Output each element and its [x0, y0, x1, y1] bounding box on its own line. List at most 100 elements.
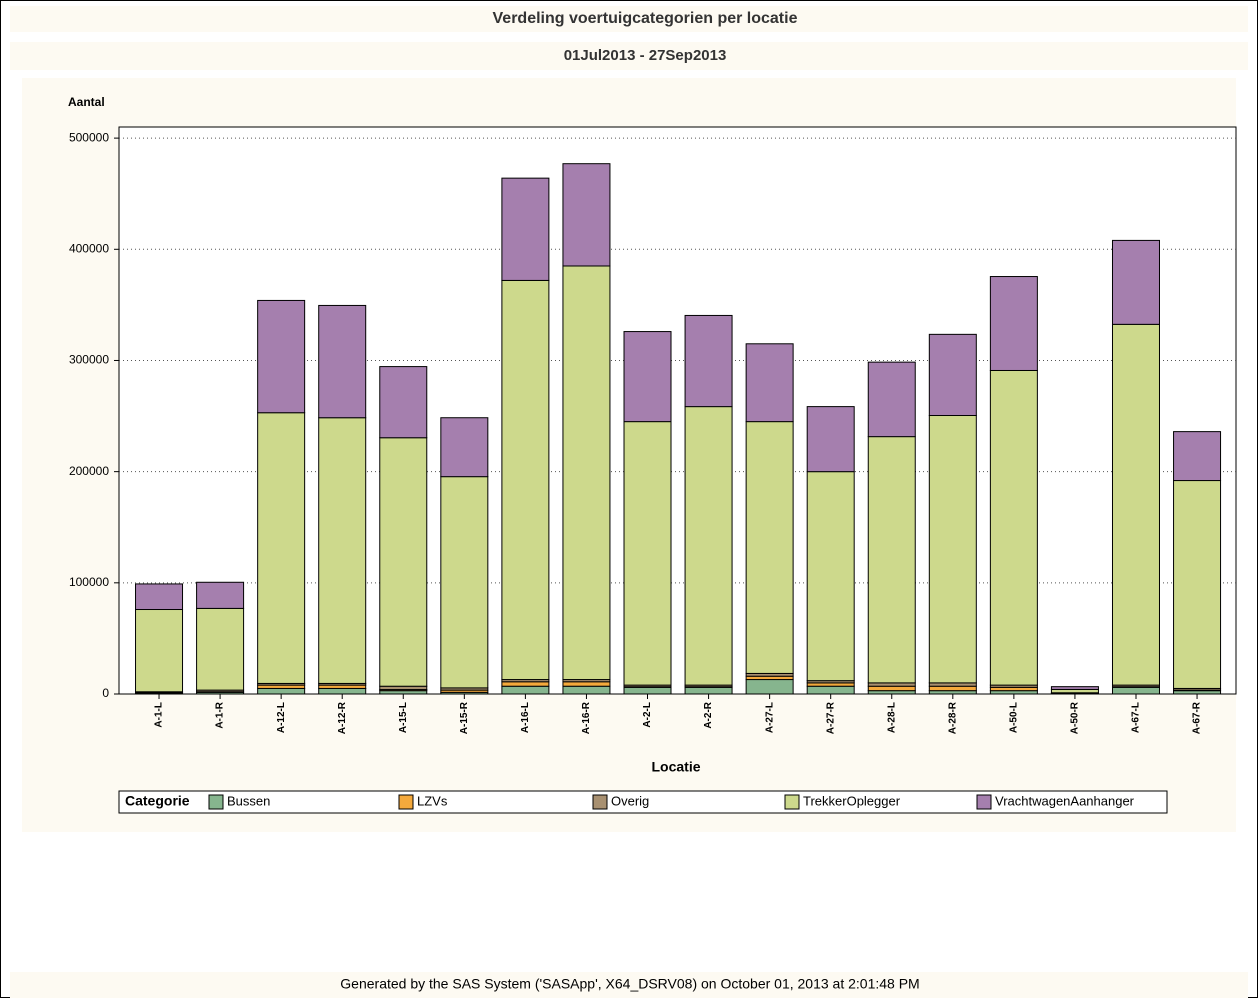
- legend-label: TrekkerOplegger: [803, 793, 901, 808]
- bar-segment: [379, 437, 428, 687]
- bar-segment: [867, 685, 916, 692]
- footer: Generated by the SAS System ('SASApp', X…: [340, 976, 919, 992]
- legend-swatch: [592, 794, 608, 810]
- x-tick-label: A-16-L: [520, 702, 531, 733]
- bar-segment: [1050, 688, 1099, 694]
- bar-segment: [684, 406, 733, 686]
- bar-segment: [989, 369, 1038, 686]
- bar-segment: [806, 682, 855, 687]
- bar-segment: [928, 333, 977, 417]
- x-tick-label: A-1-L: [154, 702, 165, 728]
- x-axis-label: Locatie: [651, 759, 700, 775]
- bar-segment: [806, 685, 855, 695]
- x-tick-label: A-50-L: [1009, 702, 1020, 733]
- y-axis-label: Aantal: [68, 95, 105, 109]
- bar-segment: [1173, 690, 1222, 695]
- legend-label: Bussen: [227, 793, 270, 808]
- x-tick-label: A-2-L: [642, 702, 653, 728]
- bar-segment: [135, 583, 184, 611]
- bar-segment: [1111, 239, 1160, 325]
- legend-swatch: [976, 794, 992, 810]
- x-tick-label: A-28-R: [947, 701, 958, 734]
- bar-segment: [623, 331, 672, 423]
- bar-segment: [196, 581, 245, 609]
- y-tick-label: 300000: [69, 353, 109, 367]
- bar-segment: [745, 675, 794, 681]
- x-tick-label: A-1-R: [215, 701, 226, 728]
- y-tick-label: 400000: [69, 241, 109, 255]
- bar-segment: [1173, 431, 1222, 482]
- chart-title: Verdeling voertuigcategorien per locatie: [493, 10, 798, 27]
- bar-segment: [989, 690, 1038, 695]
- chart-subtitle: 01Jul2013 - 27Sep2013: [564, 47, 727, 64]
- legend-label: LZVs: [417, 793, 448, 808]
- bar-segment: [1111, 686, 1160, 695]
- bar-segment: [562, 265, 611, 681]
- bar-segment: [928, 685, 977, 692]
- x-tick-label: A-15-R: [459, 701, 470, 734]
- bar-segment: [1173, 480, 1222, 689]
- bar-segment: [257, 299, 306, 414]
- bar-segment: [562, 681, 611, 687]
- bar-segment: [1050, 686, 1099, 690]
- bar-segment: [196, 607, 245, 691]
- title-band: [10, 6, 1248, 32]
- legend-label: Overig: [611, 793, 649, 808]
- bar-segment: [684, 314, 733, 408]
- bar-segment: [440, 476, 489, 689]
- bar-segment: [257, 684, 306, 689]
- y-tick-label: 200000: [69, 464, 109, 478]
- bar-segment: [989, 686, 1038, 692]
- legend-swatch: [398, 794, 414, 810]
- bar-segment: [806, 406, 855, 473]
- subtitle-band: [10, 42, 1248, 70]
- x-tick-label: A-2-R: [703, 701, 714, 728]
- bar-segment: [684, 686, 733, 695]
- bar-segment: [867, 436, 916, 684]
- legend-box: [118, 790, 1168, 814]
- bar-segment: [257, 687, 306, 695]
- x-tick-label: A-12-L: [276, 702, 287, 733]
- bar-segment: [501, 177, 550, 281]
- bar-segment: [562, 685, 611, 695]
- plot-area: [118, 126, 1237, 695]
- legend-label: VrachtwagenAanhanger: [995, 793, 1135, 808]
- bar-segment: [318, 304, 367, 419]
- x-tick-label: A-16-R: [581, 701, 592, 734]
- y-tick-label: 500000: [69, 130, 109, 144]
- bar-segment: [318, 687, 367, 695]
- bar-segment: [440, 417, 489, 478]
- footer-band: [10, 972, 1248, 998]
- x-tick-label: A-15-L: [398, 702, 409, 733]
- bar-segment: [379, 685, 428, 691]
- bar-segment: [379, 690, 428, 695]
- bar-segment: [1111, 323, 1160, 686]
- x-tick-label: A-27-R: [825, 701, 836, 734]
- legend-title: Categorie: [125, 793, 190, 809]
- bar-segment: [867, 361, 916, 438]
- legend-swatch: [784, 794, 800, 810]
- bar-segment: [318, 684, 367, 689]
- bar-segment: [745, 343, 794, 423]
- bar-segment: [745, 421, 794, 674]
- bar-segment: [257, 412, 306, 684]
- bar-segment: [867, 690, 916, 695]
- bar-segment: [623, 686, 672, 695]
- bar-segment: [135, 609, 184, 693]
- bar-segment: [928, 682, 977, 687]
- bar-segment: [928, 415, 977, 684]
- x-tick-label: A-12-R: [337, 701, 348, 734]
- bar-segment: [867, 682, 916, 687]
- x-tick-label: A-27-L: [764, 702, 775, 733]
- bar-segment: [501, 279, 550, 681]
- bar-segment: [318, 417, 367, 684]
- bar-segment: [379, 366, 428, 439]
- x-tick-label: A-28-L: [886, 702, 897, 733]
- x-tick-label: A-50-R: [1070, 701, 1081, 734]
- bar-segment: [806, 471, 855, 682]
- bar-segment: [501, 685, 550, 695]
- legend-swatch: [208, 794, 224, 810]
- bar-segment: [745, 679, 794, 695]
- bar-segment: [501, 681, 550, 687]
- y-tick-label: 0: [102, 686, 109, 700]
